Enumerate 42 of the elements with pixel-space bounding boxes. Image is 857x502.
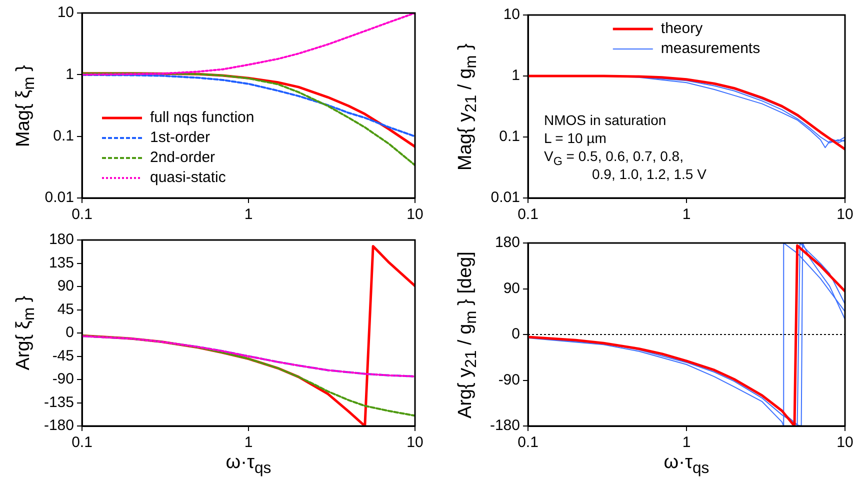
y-tick-label: -90 bbox=[52, 370, 74, 388]
y-tick-label: 10 bbox=[57, 4, 74, 22]
legend-label: full nqs function bbox=[150, 109, 254, 126]
legend-label: theory bbox=[660, 20, 704, 38]
x-tick-label: 10 bbox=[836, 434, 854, 452]
y-tick-label: 0 bbox=[66, 324, 74, 342]
y-tick-label: -45 bbox=[52, 347, 74, 364]
y-tick-label: 1 bbox=[512, 67, 520, 84]
x-axis-title: ω·τ$_{qs}$ bbox=[226, 452, 272, 477]
annotation: NMOS in saturation bbox=[544, 111, 668, 129]
x-tick-label: 1 bbox=[682, 206, 691, 224]
y-tick-label: -180 bbox=[44, 417, 74, 434]
x-axis-title: ω·τ$_{qs}$ bbox=[664, 452, 710, 477]
legend-label: measurements bbox=[660, 40, 760, 58]
legend-label: quasi-static bbox=[150, 169, 226, 186]
y-tick-label: 0.1 bbox=[53, 127, 74, 144]
y-tick-label: 180 bbox=[494, 234, 520, 252]
y-tick-label: 45 bbox=[57, 300, 74, 318]
y-tick-label: 0.01 bbox=[44, 189, 74, 206]
y-tick-label: 180 bbox=[48, 231, 74, 248]
y-tick-label: 1 bbox=[66, 66, 74, 83]
x-tick-label: 1 bbox=[682, 434, 691, 452]
y-tick-label: -180 bbox=[490, 417, 520, 434]
y-tick-label: -135 bbox=[44, 394, 74, 411]
annotation: L = 10 µm bbox=[544, 129, 608, 147]
annotation: V$_{G}$ = 0.5, 0.6, 0.7, 0.8, bbox=[544, 147, 684, 168]
x-tick-label: 10 bbox=[836, 206, 854, 224]
y-tick-label: 10 bbox=[503, 6, 520, 24]
y-tick-label: -90 bbox=[498, 371, 520, 388]
legend-label: 1st-order bbox=[150, 129, 210, 146]
y-tick-label: 0.1 bbox=[499, 128, 520, 146]
annotation: 0.9, 1.0, 1.2, 1.5 V bbox=[592, 166, 706, 182]
y-tick-label: 135 bbox=[48, 254, 74, 272]
x-tick-label: 1 bbox=[244, 434, 253, 452]
x-tick-label: 10 bbox=[406, 434, 424, 452]
legend-label: 2nd-order bbox=[150, 149, 216, 166]
y-tick-label: 90 bbox=[503, 280, 520, 297]
y-tick-label: 90 bbox=[57, 278, 74, 295]
x-tick-label: 1 bbox=[244, 206, 253, 224]
y-tick-label: 0.01 bbox=[490, 189, 520, 206]
x-tick-label: 10 bbox=[406, 206, 424, 224]
y-tick-label: 0 bbox=[512, 326, 520, 343]
